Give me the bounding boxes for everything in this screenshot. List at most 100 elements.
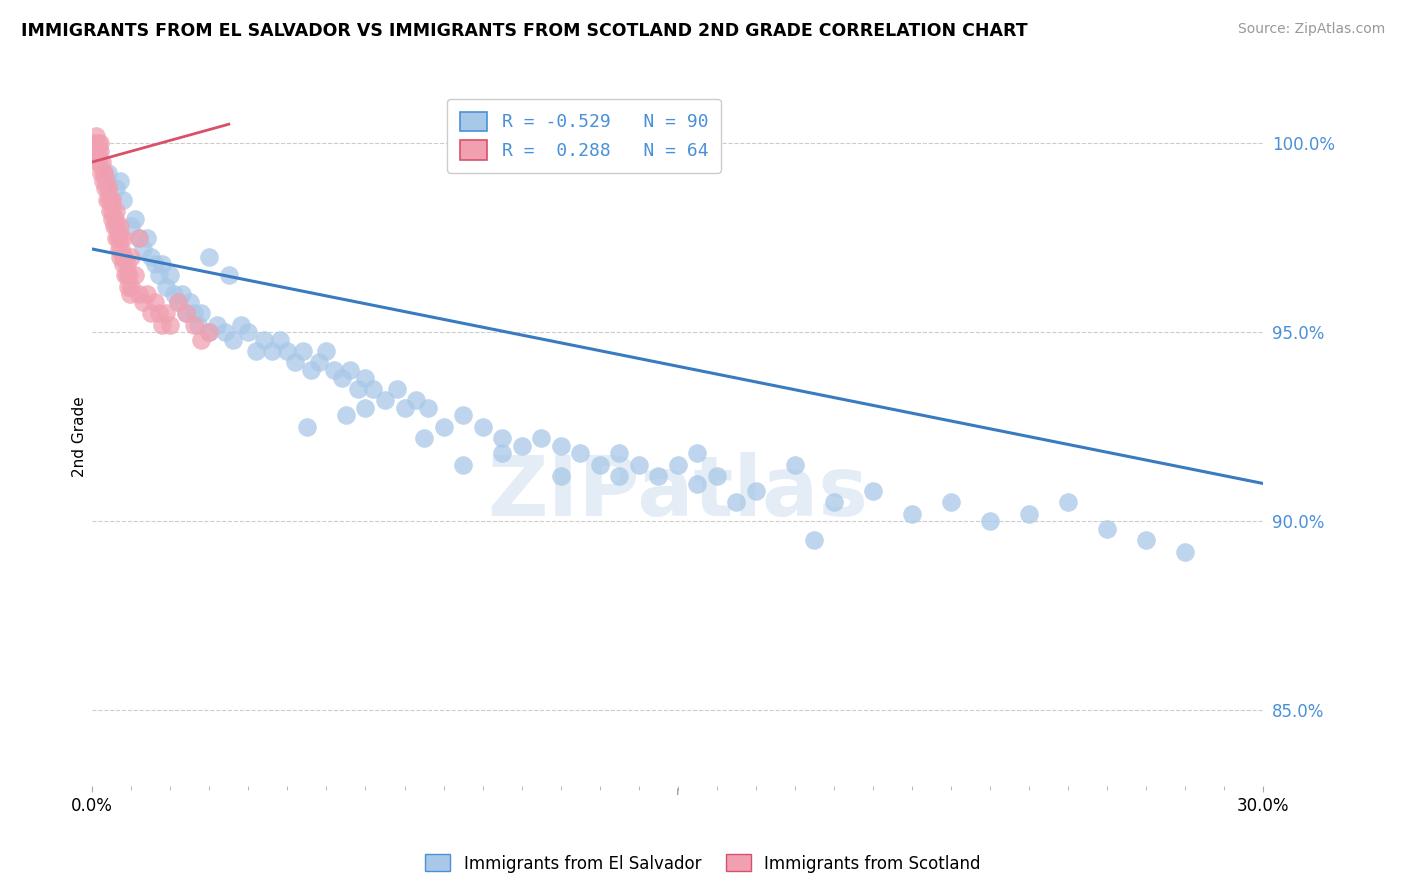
Point <box>589 458 612 472</box>
Point <box>128 230 150 244</box>
Point <box>100 193 122 207</box>
Point <box>112 230 135 244</box>
Point <box>110 242 132 256</box>
Point <box>862 484 884 499</box>
Point <box>83 136 105 150</box>
Point <box>120 287 142 301</box>
Point <box>354 370 377 384</box>
Point <box>97 181 120 195</box>
Point <box>112 257 135 271</box>
Point <box>167 295 190 310</box>
Point <box>97 166 120 180</box>
Point <box>104 204 127 219</box>
Point <box>222 333 245 347</box>
Point <box>823 495 845 509</box>
Point <box>108 174 131 188</box>
Point <box>939 495 962 509</box>
Point <box>128 230 150 244</box>
Text: IMMIGRANTS FROM EL SALVADOR VS IMMIGRANTS FROM SCOTLAND 2ND GRADE CORRELATION CH: IMMIGRANTS FROM EL SALVADOR VS IMMIGRANT… <box>21 22 1028 40</box>
Point <box>198 250 221 264</box>
Point <box>104 181 127 195</box>
Point <box>491 446 513 460</box>
Point <box>163 287 186 301</box>
Point <box>110 250 132 264</box>
Point <box>530 431 553 445</box>
Point <box>308 355 330 369</box>
Point <box>124 211 146 226</box>
Point <box>627 458 650 472</box>
Point <box>269 333 291 347</box>
Point <box>432 419 454 434</box>
Point <box>174 306 197 320</box>
Point <box>706 469 728 483</box>
Point <box>152 257 174 271</box>
Point <box>87 144 110 158</box>
Point <box>120 280 142 294</box>
Point <box>198 325 221 339</box>
Point <box>725 495 748 509</box>
Point <box>361 382 384 396</box>
Point <box>118 268 141 283</box>
Point <box>299 363 322 377</box>
Point <box>354 401 377 415</box>
Point <box>686 476 709 491</box>
Point <box>139 306 162 320</box>
Point <box>901 507 924 521</box>
Point <box>374 393 396 408</box>
Point <box>471 419 494 434</box>
Point <box>104 230 127 244</box>
Point <box>292 344 315 359</box>
Point <box>803 533 825 548</box>
Point <box>198 325 221 339</box>
Point <box>84 144 107 158</box>
Point <box>93 166 115 180</box>
Point <box>335 409 357 423</box>
Point <box>183 318 205 332</box>
Point <box>89 136 111 150</box>
Point <box>1135 533 1157 548</box>
Point <box>416 401 439 415</box>
Point <box>183 306 205 320</box>
Point <box>276 344 298 359</box>
Point <box>253 333 276 347</box>
Point <box>205 318 228 332</box>
Point <box>111 250 134 264</box>
Point <box>86 155 108 169</box>
Point <box>1174 544 1197 558</box>
Point <box>139 250 162 264</box>
Point <box>107 242 129 256</box>
Point <box>405 393 427 408</box>
Point <box>159 268 181 283</box>
Point <box>104 211 127 226</box>
Point <box>607 469 630 483</box>
Point <box>245 344 267 359</box>
Point <box>295 419 318 434</box>
Point <box>170 287 193 301</box>
Point <box>214 325 236 339</box>
Point <box>100 211 122 226</box>
Point <box>93 166 115 180</box>
Point <box>132 242 155 256</box>
Point <box>115 257 138 271</box>
Point <box>89 155 111 169</box>
Point <box>155 280 177 294</box>
Point <box>607 446 630 460</box>
Point <box>647 469 669 483</box>
Point <box>105 219 128 234</box>
Point <box>124 268 146 283</box>
Point <box>87 136 110 150</box>
Point <box>491 431 513 445</box>
Point <box>413 431 436 445</box>
Point <box>94 174 117 188</box>
Point <box>84 128 107 143</box>
Point <box>143 257 166 271</box>
Legend: R = -0.529   N = 90, R =  0.288   N = 64: R = -0.529 N = 90, R = 0.288 N = 64 <box>447 99 721 173</box>
Point <box>89 144 111 158</box>
Point <box>103 219 125 234</box>
Point <box>108 219 131 234</box>
Point <box>148 306 170 320</box>
Point <box>187 318 209 332</box>
Point <box>260 344 283 359</box>
Point <box>97 181 120 195</box>
Point <box>339 363 361 377</box>
